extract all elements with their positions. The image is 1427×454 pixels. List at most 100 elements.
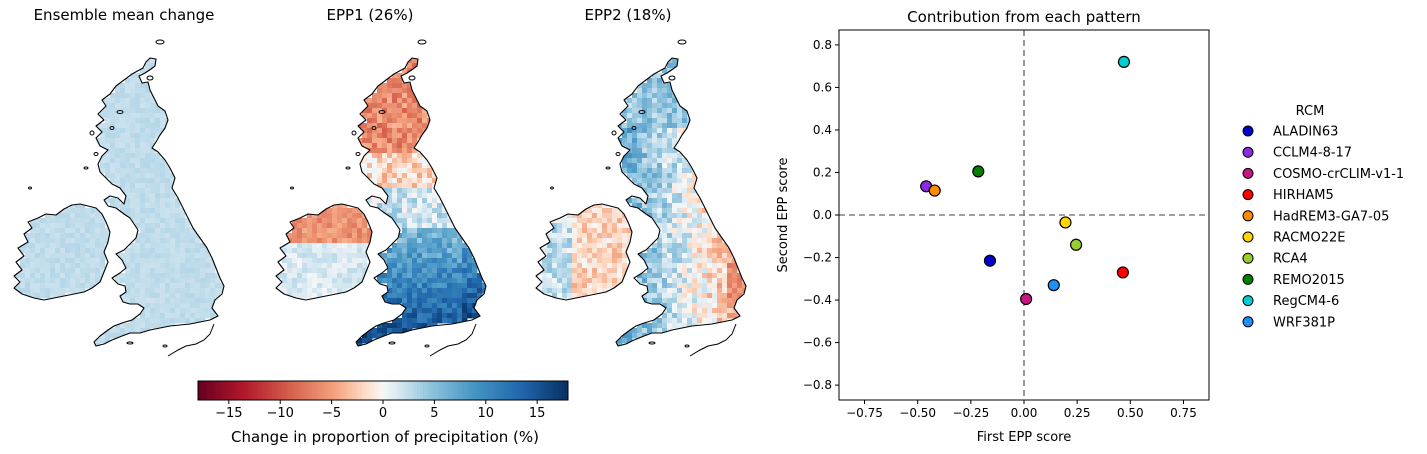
map-grid-cell bbox=[160, 303, 166, 309]
map-grid-cell bbox=[622, 333, 628, 339]
map-grid-cell bbox=[367, 163, 373, 169]
map-grid-cell bbox=[352, 208, 358, 214]
map-grid-cell bbox=[165, 213, 171, 219]
map-grid-cell bbox=[737, 278, 743, 284]
map-grid-cell bbox=[397, 98, 403, 104]
map-grid-cell bbox=[422, 298, 428, 304]
map-grid-cell bbox=[312, 258, 318, 264]
map-grid-cell bbox=[417, 223, 423, 229]
map-grid-cell bbox=[682, 268, 688, 274]
map-grid-cell bbox=[397, 148, 403, 154]
map-grid-cell bbox=[382, 83, 388, 89]
map-grid-cell bbox=[150, 118, 156, 124]
map-grid-cell bbox=[180, 318, 186, 324]
map-grid-cell bbox=[392, 198, 398, 204]
map-title-epp1: EPP1 (26%) bbox=[326, 6, 414, 24]
map-grid-cell bbox=[140, 248, 146, 254]
map-grid-cell bbox=[667, 243, 673, 249]
map-grid-cell bbox=[627, 113, 633, 119]
map-grid-cell bbox=[35, 258, 41, 264]
map-grid-cell bbox=[130, 93, 136, 99]
map-grid-cell bbox=[422, 173, 428, 179]
map-grid-cell bbox=[195, 248, 201, 254]
map-grid-cell bbox=[672, 263, 678, 269]
map-grid-cell bbox=[392, 173, 398, 179]
map-grid-cell bbox=[352, 273, 358, 279]
map-grid-cell bbox=[185, 318, 191, 324]
map-grid-cell bbox=[160, 283, 166, 289]
map-grid-cell bbox=[682, 183, 688, 189]
map-grid-cell bbox=[417, 278, 423, 284]
map-grid-cell bbox=[387, 78, 393, 84]
map-grid-cell bbox=[362, 238, 368, 244]
map-grid-cell bbox=[447, 253, 453, 259]
map-grid-cell bbox=[657, 128, 663, 134]
legend-label: RegCM4-6 bbox=[1273, 294, 1339, 309]
map-grid-cell bbox=[140, 263, 146, 269]
map-grid-cell bbox=[682, 308, 688, 314]
legend-marker bbox=[1242, 252, 1254, 264]
map-grid-cell bbox=[155, 268, 161, 274]
map-grid-cell bbox=[125, 153, 131, 159]
map-grid-cell bbox=[597, 278, 603, 284]
map-grid-cell bbox=[707, 238, 713, 244]
map-grid-cell bbox=[407, 128, 413, 134]
map-grid-cell bbox=[90, 218, 96, 224]
map-grid-cell bbox=[592, 218, 598, 224]
map-grid-cell bbox=[115, 333, 121, 339]
map-grid-cell bbox=[672, 283, 678, 289]
map-grid-cell bbox=[597, 248, 603, 254]
map-grid-cell bbox=[432, 283, 438, 289]
map-grid-cell bbox=[437, 223, 443, 229]
map-grid-cell bbox=[432, 203, 438, 209]
map-grid-cell bbox=[342, 218, 348, 224]
map-grid-cell bbox=[135, 98, 141, 104]
map-grid-cell bbox=[140, 233, 146, 239]
map-grid-cell bbox=[417, 283, 423, 289]
colorbar-segment bbox=[457, 381, 461, 400]
map-grid-cell bbox=[712, 278, 718, 284]
map-grid-cell bbox=[372, 143, 378, 149]
map-grid-cell bbox=[647, 173, 653, 179]
map-grid-cell bbox=[180, 298, 186, 304]
map-grid-cell bbox=[467, 253, 473, 259]
map-grid-cell bbox=[397, 183, 403, 189]
map-epp1 bbox=[275, 39, 487, 357]
map-grid-cell bbox=[647, 78, 653, 84]
map-grid-cell bbox=[557, 223, 563, 229]
map-grid-cell bbox=[352, 248, 358, 254]
map-grid-cell bbox=[105, 158, 111, 164]
map-grid-cell bbox=[327, 253, 333, 259]
map-grid-cell bbox=[347, 243, 353, 249]
map-grid-cell bbox=[70, 268, 76, 274]
map-grid-cell bbox=[582, 288, 588, 294]
colorbar-segment bbox=[312, 381, 316, 400]
map-grid-cell bbox=[652, 208, 658, 214]
map-grid-cell bbox=[612, 233, 618, 239]
map-grid-cell bbox=[392, 108, 398, 114]
map-grid-cell bbox=[577, 248, 583, 254]
map-grid-cell bbox=[322, 288, 328, 294]
map-grid-cell bbox=[55, 243, 61, 249]
map-grid-cell bbox=[185, 288, 191, 294]
map-grid-cell bbox=[467, 308, 473, 314]
map-grid-cell bbox=[140, 153, 146, 159]
map-grid-cell bbox=[432, 288, 438, 294]
map-grid-cell bbox=[652, 218, 658, 224]
map-grid-cell bbox=[642, 183, 648, 189]
map-grid-cell bbox=[287, 243, 293, 249]
map-grid-cell bbox=[80, 278, 86, 284]
colorbar-segment bbox=[481, 381, 486, 400]
map-grid-cell bbox=[422, 273, 428, 279]
map-grid-cell bbox=[397, 218, 403, 224]
map-grid-cell bbox=[80, 273, 86, 279]
map-grid-cell bbox=[422, 218, 428, 224]
map-grid-cell bbox=[337, 218, 343, 224]
map-grid-cell bbox=[392, 258, 398, 264]
map-grid-cell bbox=[145, 253, 151, 259]
map-grid-cell bbox=[637, 323, 643, 329]
map-grid-cell bbox=[362, 253, 368, 259]
map-grid-cell bbox=[707, 288, 713, 294]
map-grid-cell bbox=[170, 258, 176, 264]
map-grid-cell bbox=[667, 188, 673, 194]
